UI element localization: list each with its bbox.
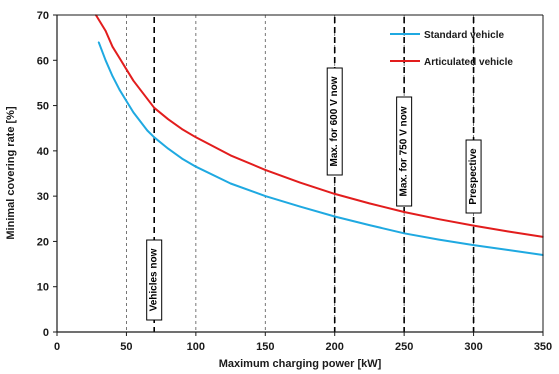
y-tick-label-20: 20 (37, 236, 49, 248)
data-point-standard-vehicle (507, 249, 510, 251)
annotation-label-max-for-600-v-now: Max. for 600 V now (329, 76, 340, 166)
data-point-articulated-vehicle (104, 30, 107, 32)
y-tick-labels: 0 10 20 30 40 50 60 70 (37, 10, 57, 339)
y-tick-label-70: 70 (37, 10, 49, 22)
x-tick-label-0: 0 (54, 341, 60, 353)
data-point-articulated-vehicle (333, 193, 336, 195)
data-point-standard-vehicle (264, 195, 267, 197)
data-point-articulated-vehicle (403, 211, 405, 213)
annotation-label-max-for-750-v-now: Max. for 750 V now (399, 106, 410, 196)
data-point-articulated-vehicle (181, 128, 183, 130)
data-point-standard-vehicle (125, 100, 128, 102)
data-point-articulated-vehicle (472, 224, 475, 227)
annotation-box-max-for-600-v-now (326, 67, 343, 176)
series-layer (95, 14, 544, 256)
data-point-articulated-vehicle (132, 79, 135, 82)
annotation-box-max-for-750-v-now (396, 96, 413, 207)
data-point-standard-vehicle (438, 238, 440, 241)
y-tick-label-30: 30 (37, 191, 49, 203)
annotation-label-prespective: Prespective (468, 148, 479, 205)
annotation-label-vehicles-now: Vehicles now (149, 248, 160, 311)
data-point-standard-vehicle (472, 244, 475, 246)
y-tick-label-0: 0 (43, 327, 49, 339)
data-point-standard-vehicle (403, 232, 405, 235)
x-tick-label-50: 50 (120, 341, 132, 353)
data-point-standard-vehicle (368, 224, 371, 226)
data-point-standard-vehicle (153, 136, 155, 139)
data-point-standard-vehicle (139, 120, 142, 123)
y-tick-label-50: 50 (37, 101, 49, 113)
data-point-standard-vehicle (299, 205, 301, 208)
plot-area (57, 15, 543, 332)
data-point-articulated-vehicle (368, 202, 371, 205)
data-point-articulated-vehicle (139, 88, 142, 91)
y-axis-label: Minimal covering rate [%] (5, 106, 17, 240)
legend-label-standard-vehicle: Standard vehicle (424, 30, 504, 41)
data-point-articulated-vehicle (146, 97, 149, 100)
data-point-standard-vehicle (97, 41, 100, 43)
data-point-articulated-vehicle (264, 169, 267, 171)
y-tick-label-10: 10 (37, 282, 49, 294)
annotation-box-vehicles-now (146, 239, 163, 321)
data-point-standard-vehicle (111, 75, 114, 77)
data-point-standard-vehicle (195, 165, 197, 168)
data-point-articulated-vehicle (167, 118, 169, 120)
x-tick-label-100: 100 (187, 341, 205, 353)
data-point-standard-vehicle (181, 157, 183, 160)
x-tick-labels: 0 50 100 150 200 250 300 350 (54, 332, 552, 353)
x-tick-label-150: 150 (256, 341, 274, 353)
data-point-articulated-vehicle (229, 154, 232, 157)
data-point-standard-vehicle (333, 215, 336, 218)
data-point-articulated-vehicle (118, 57, 121, 59)
series-line-articulated-vehicle (95, 14, 544, 238)
y-tick-label-40: 40 (37, 146, 49, 158)
data-point-standard-vehicle (132, 111, 135, 114)
data-point-standard-vehicle (167, 147, 169, 150)
x-tick-label-250: 250 (395, 341, 413, 353)
axes (56, 14, 544, 333)
data-point-standard-vehicle (146, 129, 149, 132)
legend: Standard vehicle Articulated vehicle (390, 30, 513, 68)
y-tick-label-60: 60 (37, 55, 49, 67)
series-line-standard-vehicle (97, 41, 544, 256)
legend-label-articulated-vehicle: Articulated vehicle (424, 57, 513, 68)
data-point-articulated-vehicle (507, 230, 510, 233)
x-axis-label: Maximum charging power [kW] (219, 358, 382, 370)
data-point-standard-vehicle (118, 88, 121, 91)
data-point-articulated-vehicle (111, 45, 114, 48)
annotation-box-prespective (465, 139, 482, 214)
data-point-articulated-vehicle (153, 107, 155, 109)
data-point-standard-vehicle (104, 59, 107, 62)
x-tick-label-350: 350 (534, 341, 552, 353)
data-point-articulated-vehicle (125, 68, 128, 71)
data-point-articulated-vehicle (299, 181, 301, 184)
x-tick-label-200: 200 (326, 341, 344, 353)
x-tick-label-300: 300 (464, 341, 482, 353)
annotation-boxes: Vehicles now Max. for 600 V now Max. for 7… (146, 67, 482, 321)
data-point-standard-vehicle (229, 182, 232, 185)
data-point-articulated-vehicle (195, 136, 197, 139)
data-point-articulated-vehicle (438, 218, 440, 221)
